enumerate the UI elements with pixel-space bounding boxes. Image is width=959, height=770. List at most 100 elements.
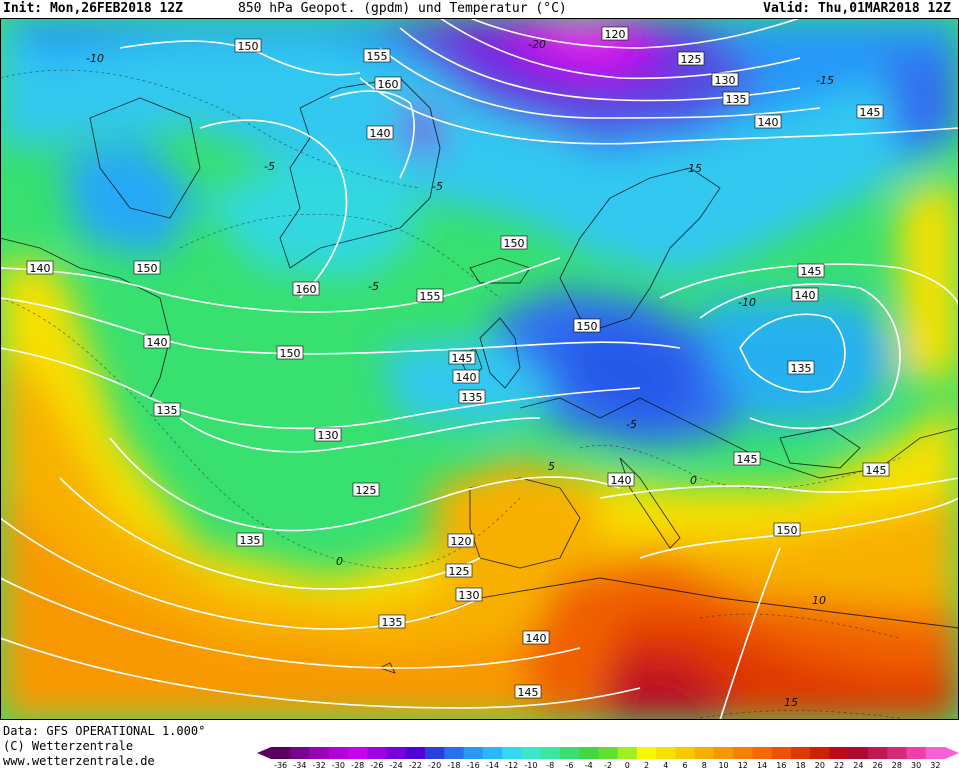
chart-header: Init: Mon,26FEB2018 12Z 850 hPa Geopot. … xyxy=(0,0,959,18)
geopotential-contours xyxy=(0,18,959,720)
colorbar-swatch xyxy=(559,747,580,759)
greenland-coast xyxy=(279,77,441,269)
isohypse-label: 140 xyxy=(370,127,391,140)
colorbar-tick-label: -8 xyxy=(546,761,554,769)
colorbar-tick-label: -16 xyxy=(467,761,480,769)
isohypse-label: 150 xyxy=(777,524,798,537)
iceland-coast xyxy=(469,257,531,284)
isohypse-label: 135 xyxy=(791,362,812,375)
colorbar-tick-label: -28 xyxy=(351,761,364,769)
colorbar-swatch xyxy=(271,747,291,759)
colorbar-swatch xyxy=(521,747,542,759)
isohypse-label: 150 xyxy=(280,347,301,360)
colorbar-swatch xyxy=(598,747,619,759)
colorbar-swatch xyxy=(675,747,696,759)
isohypse-label: 135 xyxy=(157,404,178,417)
isotherm-label: 5 xyxy=(548,460,555,473)
colorbar-swatch xyxy=(656,747,676,759)
isohypse-label: 135 xyxy=(462,391,483,404)
colorbar-swatch xyxy=(463,747,484,759)
colorbar-tick-label: 16 xyxy=(776,761,786,769)
temperature-colorbar: -36 -34 -32 -30 -28 -26 -24 -22 -20 -18 -16 -14 -12-… xyxy=(257,747,959,769)
isohypse-label: 135 xyxy=(726,93,747,106)
colorbar-tick-label: -20 xyxy=(428,761,441,769)
isohypse-label: 135 xyxy=(240,534,261,547)
isotherm-label: -15 xyxy=(684,162,702,175)
isotherm-label: -5 xyxy=(626,418,637,431)
colorbar-swatch xyxy=(482,747,503,759)
colorbar-swatch xyxy=(867,747,888,759)
colorbar-arrow-left xyxy=(257,747,271,759)
source-url: www.wetterzentrale.de xyxy=(3,754,155,768)
isohypse-label: 145 xyxy=(452,352,473,365)
isohypse-label: 120 xyxy=(451,535,472,548)
colorbar-swatch xyxy=(771,747,792,759)
colorbar-swatch xyxy=(290,747,311,759)
data-source: Data: GFS OPERATIONAL 1.000° xyxy=(3,724,206,738)
isohypse-label: 150 xyxy=(577,320,598,333)
isohypse-label: 120 xyxy=(605,28,626,41)
colorbar-swatch xyxy=(810,747,830,759)
british-isles-coast xyxy=(479,317,521,389)
isotherm-label: -20 xyxy=(528,38,546,51)
isotherm-label: -5 xyxy=(432,180,443,193)
colorbar-tick-label: 28 xyxy=(892,761,902,769)
isohypse-label: 145 xyxy=(860,106,881,119)
isohypse-label: 155 xyxy=(420,290,441,303)
colorbar-swatch xyxy=(636,747,657,759)
colorbar-swatch xyxy=(906,747,927,759)
colorbar-swatches xyxy=(257,747,959,759)
europe-coast xyxy=(519,397,959,479)
baffin-coast xyxy=(89,97,201,219)
valid-time: Valid: Thu,01MAR2018 12Z xyxy=(763,1,951,16)
isotherm-label: -5 xyxy=(264,160,275,173)
colorbar-swatch xyxy=(502,747,522,759)
colorbar-tick-label: -10 xyxy=(524,761,537,769)
isohypse-label: 145 xyxy=(801,265,822,278)
colorbar-swatch xyxy=(887,747,907,759)
isohypse-label: 130 xyxy=(715,74,736,87)
isohypse-label: 140 xyxy=(795,289,816,302)
isohypse-label: 135 xyxy=(382,616,403,629)
isotherm-label: -15 xyxy=(816,74,834,87)
colorbar-swatch xyxy=(540,747,561,759)
isotherm-label: 0 xyxy=(690,474,697,487)
colorbar-swatch xyxy=(848,747,869,759)
isohypse-label: 140 xyxy=(30,262,51,275)
colorbar-tick-label: 2 xyxy=(644,761,649,769)
init-time: Init: Mon,26FEB2018 12Z xyxy=(3,1,184,16)
colorbar-tick-label: 14 xyxy=(757,761,767,769)
chart-footer: Data: GFS OPERATIONAL 1.000° (C) Wetterz… xyxy=(0,720,959,770)
isohypse-label: 155 xyxy=(367,50,388,63)
colorbar-swatch xyxy=(386,747,407,759)
colorbar-tick-label: 26 xyxy=(873,761,883,769)
chart-title: 850 hPa Geopot. (gpdm) und Temperatur (°… xyxy=(238,1,567,16)
colorbar-swatch xyxy=(328,747,349,759)
isohypse-label: 130 xyxy=(318,429,339,442)
isohypse-label: 140 xyxy=(526,632,547,645)
colorbar-tick-label: -34 xyxy=(293,761,306,769)
isotherms xyxy=(0,69,901,719)
coastlines xyxy=(0,77,959,674)
colorbar-tick-label: 30 xyxy=(911,761,921,769)
colorbar-tick-label: -26 xyxy=(370,761,383,769)
colorbar-tick-label: 12 xyxy=(738,761,748,769)
colorbar-tick-label: 6 xyxy=(682,761,687,769)
colorbar-swatch xyxy=(405,747,426,759)
colorbar-tick-label: -2 xyxy=(604,761,612,769)
colorbar-tick-label: 22 xyxy=(834,761,844,769)
copyright: (C) Wetterzentrale xyxy=(3,739,134,753)
colorbar-ticks: -36 -34 -32 -30 -28 -26 -24 -22 -20 -18 -16 -14 -12-… xyxy=(274,761,940,769)
colorbar-swatch xyxy=(694,747,715,759)
isohypse-label: 150 xyxy=(238,40,259,53)
isohypse-label: 125 xyxy=(449,565,470,578)
colorbar-tick-label: 10 xyxy=(718,761,728,769)
colorbar-swatch xyxy=(790,747,811,759)
geopotential-labels: 150 155 160 120 125 130 135 140 145 150 … xyxy=(26,26,890,699)
colorbar-tick-label: 18 xyxy=(795,761,805,769)
colorbar-swatch xyxy=(829,747,850,759)
isohypse-label: 140 xyxy=(456,371,477,384)
colorbar-tick-label: 32 xyxy=(930,761,940,769)
colorbar-tick-label: 0 xyxy=(625,761,630,769)
colorbar-swatch xyxy=(367,747,388,759)
